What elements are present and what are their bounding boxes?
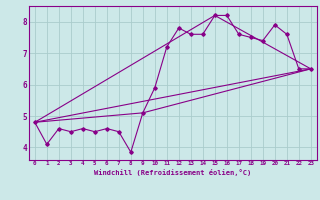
X-axis label: Windchill (Refroidissement éolien,°C): Windchill (Refroidissement éolien,°C)	[94, 169, 252, 176]
